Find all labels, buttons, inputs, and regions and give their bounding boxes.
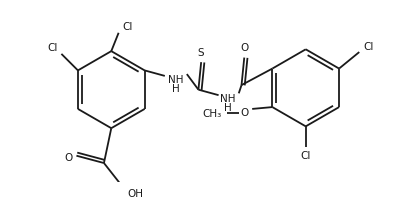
Text: Cl: Cl <box>122 22 133 32</box>
Text: H: H <box>172 84 179 94</box>
Text: S: S <box>197 48 204 58</box>
Text: Cl: Cl <box>300 151 310 161</box>
Text: O: O <box>239 43 248 53</box>
Text: O: O <box>64 152 72 163</box>
Text: O: O <box>240 108 248 118</box>
Text: H: H <box>223 103 231 113</box>
Text: Cl: Cl <box>362 42 373 51</box>
Text: NH: NH <box>220 94 235 104</box>
Text: Cl: Cl <box>47 43 57 53</box>
Text: CH₃: CH₃ <box>202 109 221 119</box>
Text: OH: OH <box>127 189 143 198</box>
Text: NH: NH <box>168 75 183 85</box>
